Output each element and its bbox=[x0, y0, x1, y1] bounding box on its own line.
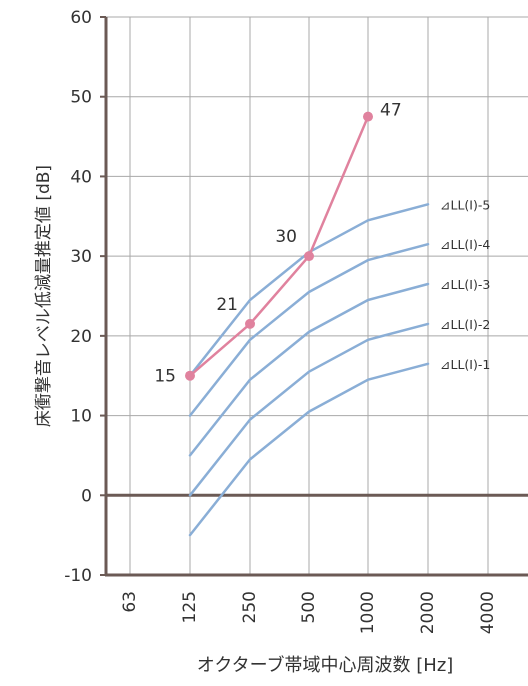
data-label: 21 bbox=[216, 295, 238, 315]
y-tick-label: 40 bbox=[70, 167, 92, 187]
y-tick-label: 0 bbox=[81, 486, 92, 506]
series-line-5 bbox=[188, 115, 370, 377]
data-label: 47 bbox=[380, 101, 402, 121]
y-tick-label: -10 bbox=[64, 566, 92, 586]
x-axis-title: オクターブ帯域中心周波数 [Hz] bbox=[197, 654, 454, 676]
y-tick-label: 50 bbox=[70, 88, 92, 108]
x-tick-label: 4000 bbox=[478, 591, 498, 634]
data-label: 15 bbox=[154, 367, 176, 387]
data-label: 30 bbox=[275, 227, 297, 247]
series-label: ⊿LL(I)-3 bbox=[440, 277, 490, 292]
y-tick-label: 20 bbox=[70, 327, 92, 347]
y-tick-label: 60 bbox=[70, 8, 92, 28]
series-line-3 bbox=[188, 322, 430, 497]
series-line-4 bbox=[188, 362, 430, 537]
y-axis-title: 床衝撃音レベル低減量推定値 [dB] bbox=[34, 165, 54, 427]
data-point bbox=[185, 370, 195, 381]
series-line-1 bbox=[188, 242, 430, 417]
x-tick-label: 250 bbox=[240, 591, 260, 623]
x-tick-label: 125 bbox=[180, 591, 200, 623]
series-label: ⊿LL(I)-2 bbox=[440, 317, 490, 332]
series-line-2 bbox=[188, 282, 430, 457]
y-tick-label: 10 bbox=[70, 407, 92, 427]
y-tick-label: 30 bbox=[70, 247, 92, 267]
data-point bbox=[304, 251, 314, 262]
data-point bbox=[363, 111, 373, 122]
x-tick-label: 63 bbox=[120, 591, 140, 613]
series-label: ⊿LL(I)-1 bbox=[440, 357, 490, 372]
series-label: ⊿LL(I)-4 bbox=[440, 237, 490, 252]
x-tick-label: 500 bbox=[299, 591, 319, 623]
x-tick-label: 1000 bbox=[358, 591, 378, 634]
plot-area bbox=[106, 17, 528, 575]
series-label: ⊿LL(I)-5 bbox=[440, 197, 490, 212]
x-tick-label: 2000 bbox=[418, 591, 438, 634]
data-point bbox=[245, 318, 255, 329]
